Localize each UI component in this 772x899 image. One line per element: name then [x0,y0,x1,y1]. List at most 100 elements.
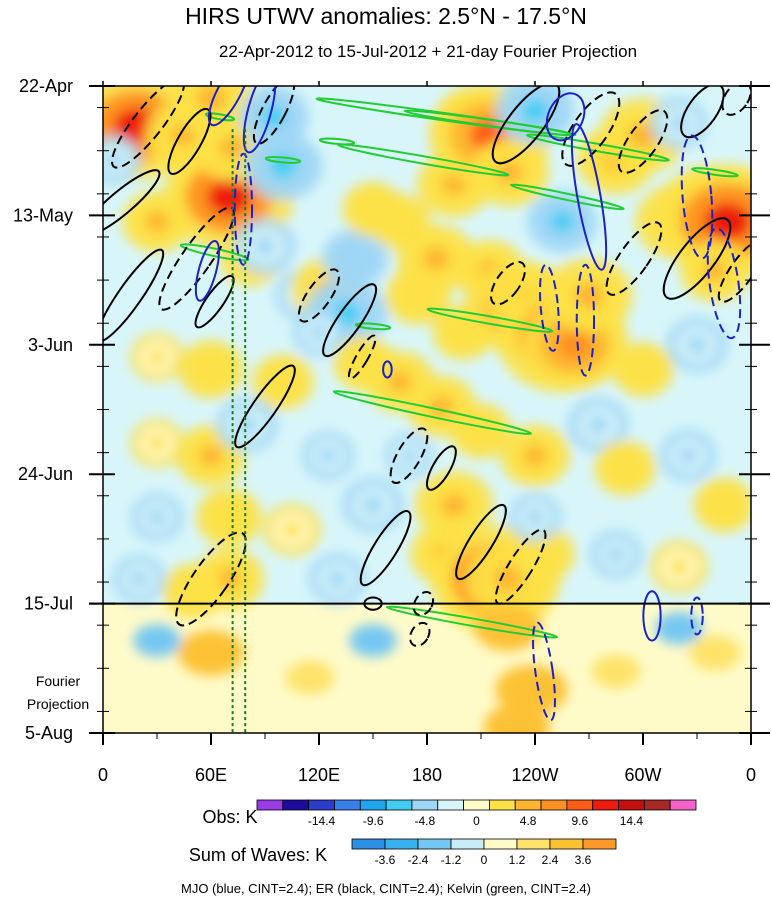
er-contour [617,109,669,174]
colorbar-label: 14.4 [620,814,644,828]
plot-area [103,86,751,733]
mjo-contour [194,240,220,302]
colorbar-swatch [385,799,413,811]
obs-blob-core [262,106,286,128]
colorbar-label: 1.2 [509,853,526,867]
colorbar-swatch [489,799,516,811]
obs-blob-core [669,557,689,576]
colorbar-label: -4.8 [415,814,436,828]
mjo-contour [382,360,393,379]
er-contour [412,591,435,617]
obs-blob-core [493,566,523,592]
colorbar-swatch [256,799,284,811]
colorbar-label: -2.4 [408,853,429,867]
er-contour [389,427,429,485]
obs-blob-core [632,360,654,379]
projection-blob [133,624,181,657]
obs-blob-core [496,160,523,184]
obs-blob-core [145,211,169,232]
colorbar-swatch [359,799,387,811]
er-contour [103,169,161,237]
colorbar-swatch [351,838,386,850]
obs-blob-core [148,348,166,366]
obs-blob-core [389,212,411,231]
colorbar-label: 3.6 [575,853,592,867]
obs-blob-core [557,330,593,360]
obs-blob-core [344,248,366,269]
colorbar-swatch [417,838,452,850]
er-contour [662,217,732,300]
colorbar-swatch [334,799,361,811]
obs-colorbar-label: Obs: K [202,807,257,827]
projection-blob [474,605,542,651]
projection-blob [349,624,397,657]
er-contour [194,274,235,329]
colorbar-label: 9.6 [571,814,588,828]
obs-blob-core [182,582,204,601]
x-tick-label: 0 [746,765,756,785]
x-tick-label: 60E [195,765,227,785]
obs-blob-core [130,570,148,588]
obs-blob-core [388,371,412,393]
kelvin-contour [179,243,250,262]
kelvin-contour [385,605,559,639]
y-tick-label: 13-May [13,205,73,225]
obs-blob-core [104,151,123,169]
projection-blob [177,630,245,676]
colorbar-swatch [411,799,439,811]
obs-blob-core [148,509,166,526]
y-tick-label: 5-Aug [25,723,73,743]
obs-blob-core [254,236,276,256]
er-contour [455,503,507,581]
kelvin-contour [526,133,670,162]
projection-field [133,605,741,733]
kelvin-contour [403,109,577,137]
er-contour [252,86,296,145]
mjo-contour [690,596,704,636]
y-tick-label: 24-Jun [18,464,73,484]
er-contour [297,268,341,323]
kelvin-contour [691,167,739,178]
er-contour [175,531,247,627]
mjo-contour [575,263,596,377]
x-tick-label: 120E [298,765,340,785]
er-contour [680,86,725,139]
obs-blob-core [327,570,347,588]
colorbar-swatch [282,799,310,811]
colorbar-label: 4.8 [520,814,537,828]
colorbar-label: -3.6 [375,853,396,867]
mjo-contour [706,227,742,340]
colorbar-label: -9.6 [363,814,384,828]
obs-blob-core [269,154,297,178]
obs-blob-core [362,495,384,515]
colorbar-swatch [384,838,419,850]
colorbar-label: 0 [481,853,488,867]
colorbar-swatch [308,799,335,811]
colorbar-label: 2.4 [542,853,559,867]
mjo-contour [545,92,586,142]
mjo-contour [539,263,560,352]
mjo-contour [207,86,251,127]
mjo-contour [680,134,714,260]
chart-subtitle: 22-Apr-2012 to 15-Jul-2012 + 21-day Four… [219,42,637,61]
x-tick-label: 0 [98,765,108,785]
er-contour [409,621,431,647]
y-axis: 22-Apr 13-May 3-Jun 24-Jun 15-Jul 5-Aug [13,76,770,743]
er-contour [425,445,457,491]
kelvin-contour [354,322,392,331]
reference-lines [231,129,247,733]
obs-blob-core [614,458,636,478]
colorbar-swatch [592,799,619,811]
obs-blob-core [272,372,294,392]
mjo-contour [570,123,608,271]
obs-blob-core [422,247,450,270]
er-contour [167,107,212,175]
colorbar-label: -1.2 [441,853,462,867]
colorbar-swatch [618,799,645,811]
x-tick-label: 60W [624,765,661,785]
er-contour [490,260,526,306]
colorbar-swatch [669,799,697,811]
x-axis: 0 60E 120E 180 120W 60W 0 [98,81,756,785]
colorbar-swatch [450,838,485,850]
